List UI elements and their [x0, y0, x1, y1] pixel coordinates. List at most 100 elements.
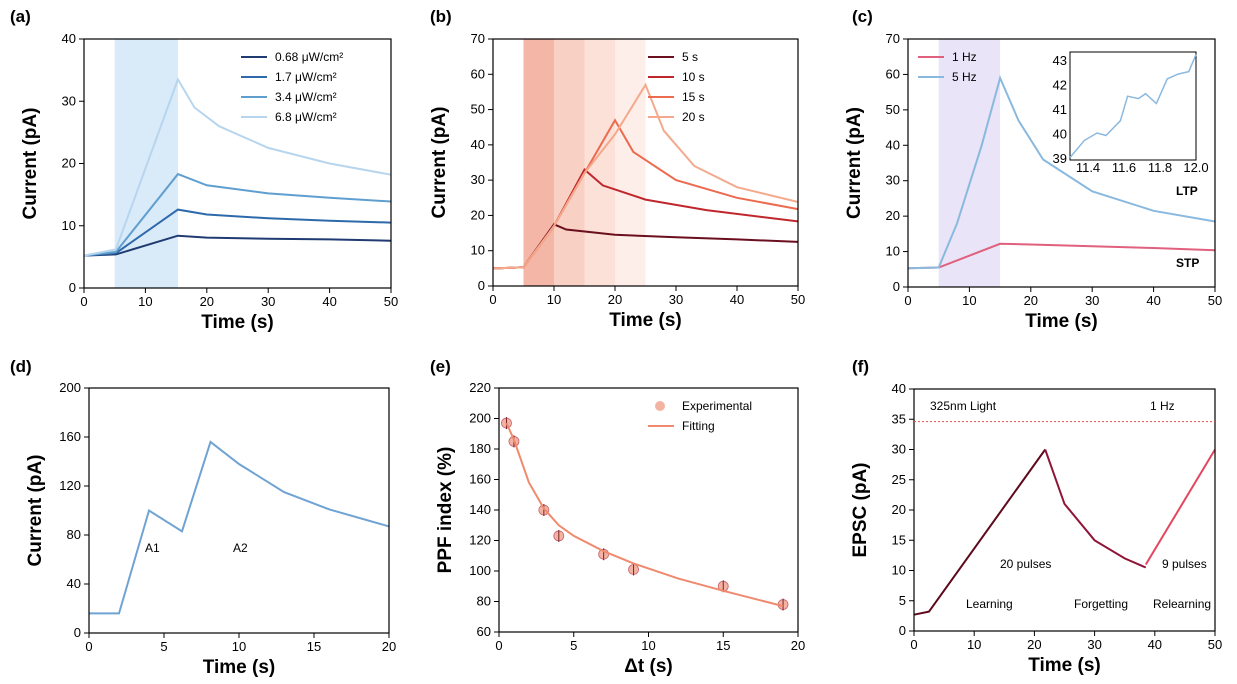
y-tick-label: 100 [469, 563, 491, 578]
legend-label: Fitting [682, 419, 715, 433]
annotation: LTP [1176, 184, 1198, 198]
y-tick-label: 60 [471, 66, 485, 81]
legend-label: 3.4 μW/cm² [275, 90, 337, 104]
y-tick-label: 40 [67, 576, 81, 591]
plot-area [913, 448, 1216, 616]
legend-label: 6.8 μW/cm² [275, 110, 337, 124]
y-tick-label: 20 [892, 502, 906, 517]
x-tick-label: 20 [608, 292, 622, 307]
inset-x-tick-label: 12.0 [1183, 160, 1208, 175]
panel-label: (c) [852, 7, 873, 26]
x-tick-label: 10 [641, 638, 655, 653]
legend-label: 10 s [682, 70, 705, 84]
y-tick-label: 40 [471, 137, 485, 152]
y-tick-label: 10 [62, 218, 76, 233]
x-tick-label: 20 [791, 638, 805, 653]
y-tick-label: 10 [886, 244, 900, 259]
inset-y-tick-label: 43 [1053, 53, 1067, 68]
x-tick-label: 10 [138, 294, 152, 309]
y-tick-label: 0 [899, 623, 906, 638]
series-line [1144, 448, 1216, 566]
legend-label: 1 Hz [952, 50, 977, 64]
inset-x-tick-label: 11.6 [1112, 160, 1136, 175]
panel-b: (b) 0 10 20 30 40 50 0 10 20 30 40 50 60 70 Time (s) Cur… [429, 7, 805, 331]
x-tick-label: 0 [495, 638, 502, 653]
plot-area [907, 74, 1216, 270]
y-tick-label: 60 [477, 624, 491, 639]
inset-line [1069, 54, 1197, 158]
y-tick-label: 0 [893, 279, 900, 294]
plot-frame [492, 38, 799, 287]
x-tick-label: 30 [1087, 637, 1101, 652]
annotation: STP [1176, 256, 1199, 270]
panel-c: (c) 0 10 20 30 40 50 0 10 20 30 40 50 60 70 Time (s) Cur… [844, 7, 1222, 332]
series-line [83, 172, 392, 257]
y-tick-label: 35 [892, 411, 906, 426]
y-tick-label: 50 [886, 102, 900, 117]
y-tick-label: 120 [469, 533, 491, 548]
x-tick-label: 10 [547, 292, 561, 307]
x-tick-label: 0 [80, 294, 87, 309]
y-tick-label: 0 [74, 625, 81, 640]
x-tick-label: 0 [910, 637, 917, 652]
y-tick-label: 30 [471, 172, 485, 187]
x-tick-label: 40 [730, 292, 744, 307]
y-tick-label: 40 [886, 137, 900, 152]
y-axis-label: EPSC (pA) [850, 463, 871, 558]
annotation: A1 [145, 541, 160, 555]
panel-label: (d) [10, 357, 32, 376]
y-tick-label: 140 [469, 502, 491, 517]
y-tick-label: 70 [471, 31, 485, 46]
y-tick-label: 200 [59, 380, 81, 395]
plot-area [492, 82, 799, 270]
y-axis-label: Current (pA) [25, 455, 46, 567]
y-tick-label: 40 [62, 31, 76, 46]
x-tick-label: 40 [322, 294, 336, 309]
y-tick-label: 25 [892, 472, 906, 487]
x-tick-label: 0 [85, 639, 92, 654]
series-line [83, 77, 392, 257]
x-axis-label: Time (s) [1028, 655, 1101, 676]
inset-y-tick-label: 40 [1053, 126, 1067, 141]
annotation: Learning [966, 597, 1013, 611]
y-tick-label: 120 [59, 478, 81, 493]
shaded-region [554, 39, 585, 286]
x-axis-label: Time (s) [203, 657, 276, 678]
inset-y-tick-label: 39 [1053, 151, 1067, 166]
plot-area [83, 77, 392, 257]
x-tick-label: 5 [160, 639, 167, 654]
y-tick-label: 50 [471, 102, 485, 117]
series-line [913, 448, 1047, 616]
x-tick-label: 10 [962, 293, 976, 308]
series-line [83, 208, 392, 257]
x-tick-label: 50 [791, 292, 805, 307]
y-tick-label: 15 [892, 532, 906, 547]
y-tick-label: 0 [69, 280, 76, 295]
y-tick-label: 180 [469, 441, 491, 456]
panel-label: (f) [852, 357, 869, 376]
x-tick-label: 5 [570, 638, 577, 653]
shaded-region [938, 39, 1001, 287]
y-tick-label: 20 [471, 207, 485, 222]
x-tick-label: 20 [382, 639, 396, 654]
x-tick-label: 30 [669, 292, 683, 307]
annotation: Relearning [1153, 597, 1211, 611]
x-tick-label: 40 [1148, 637, 1162, 652]
y-tick-label: 30 [886, 173, 900, 188]
legend-label: 15 s [682, 90, 705, 104]
legend-marker [655, 401, 665, 411]
y-tick-label: 0 [478, 278, 485, 293]
series-line [83, 234, 392, 257]
y-axis-label: Current (pA) [20, 108, 41, 220]
panel-e: (e) 0 5 10 15 20 60 80 100 120 140 160 180 200 220 Δt (… [430, 357, 805, 677]
plot-area [501, 417, 789, 611]
y-axis-label: Current (pA) [844, 107, 865, 219]
annotation: A2 [233, 541, 248, 555]
legend-label: 5 Hz [952, 70, 977, 84]
panel-label: (e) [430, 357, 451, 376]
plot-frame [88, 387, 390, 634]
plot-frame [907, 38, 1216, 288]
x-tick-label: 30 [261, 294, 275, 309]
